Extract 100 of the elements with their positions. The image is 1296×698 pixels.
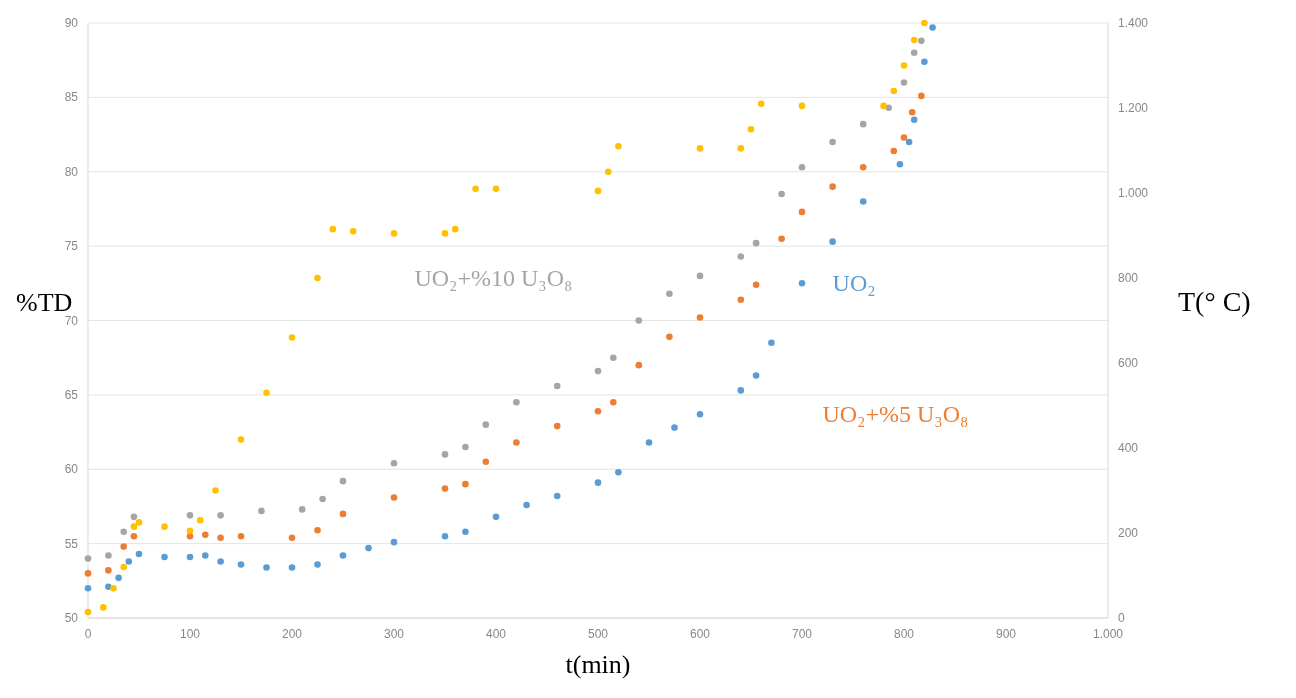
y2-axis-title: T(° C) bbox=[1178, 285, 1251, 317]
point bbox=[553, 382, 561, 390]
x-tick-label: 900 bbox=[995, 627, 1017, 641]
point bbox=[798, 280, 806, 287]
point bbox=[390, 538, 398, 546]
point bbox=[120, 543, 127, 550]
point bbox=[258, 507, 265, 515]
point bbox=[329, 225, 337, 233]
point bbox=[900, 62, 908, 69]
point bbox=[441, 230, 449, 237]
point bbox=[737, 387, 745, 394]
point bbox=[910, 116, 918, 123]
text: UO₂+%5 U₃O₈ bbox=[822, 400, 969, 427]
point bbox=[737, 145, 745, 152]
point bbox=[671, 424, 678, 431]
point bbox=[135, 550, 143, 558]
point bbox=[737, 296, 745, 303]
point bbox=[859, 163, 867, 171]
point bbox=[666, 333, 673, 341]
x-tick-label: 700 bbox=[791, 627, 813, 641]
y2-tick-label: 600 bbox=[1118, 356, 1139, 370]
point bbox=[135, 519, 143, 526]
point bbox=[829, 238, 836, 245]
point bbox=[905, 138, 913, 146]
x-tick-label: 600 bbox=[689, 627, 711, 641]
y-tick-label: 80 bbox=[64, 164, 79, 179]
point bbox=[84, 584, 92, 592]
point bbox=[594, 479, 602, 486]
point bbox=[604, 168, 612, 176]
y-tick-label: 75 bbox=[64, 239, 79, 254]
point bbox=[829, 183, 836, 190]
point bbox=[635, 361, 643, 369]
point bbox=[217, 534, 224, 541]
point bbox=[314, 274, 321, 282]
point bbox=[610, 354, 617, 361]
point bbox=[217, 558, 224, 565]
y-tick-label: 90 bbox=[64, 16, 79, 30]
y2-tick-label: 800 bbox=[1118, 271, 1139, 285]
point bbox=[752, 239, 760, 247]
y-tick-label: 55 bbox=[64, 536, 79, 551]
y-tick-label: 50 bbox=[64, 611, 79, 625]
x-tick-label: 0 bbox=[84, 627, 92, 641]
point bbox=[105, 552, 112, 559]
point bbox=[752, 281, 760, 289]
point bbox=[130, 513, 138, 521]
text: UO₂+%10 U₃O₈ bbox=[414, 265, 573, 292]
series-label: UO₂ bbox=[832, 269, 876, 296]
point bbox=[462, 528, 469, 536]
point bbox=[910, 49, 918, 57]
point bbox=[186, 512, 194, 519]
x-tick-label: 200 bbox=[281, 627, 303, 641]
y2-tick-label: 1.000 bbox=[1118, 186, 1149, 200]
x-tick-label: 100 bbox=[179, 627, 201, 641]
point bbox=[747, 125, 755, 133]
point bbox=[829, 138, 836, 146]
point bbox=[263, 564, 270, 571]
x-tick-label: 400 bbox=[485, 627, 507, 641]
point bbox=[798, 102, 806, 110]
point bbox=[615, 142, 622, 150]
point bbox=[752, 372, 760, 379]
point bbox=[125, 558, 133, 565]
point bbox=[768, 339, 775, 347]
point bbox=[635, 317, 643, 324]
point bbox=[339, 510, 347, 518]
point bbox=[451, 225, 459, 233]
point bbox=[645, 439, 653, 446]
point bbox=[696, 272, 704, 280]
point bbox=[696, 314, 704, 321]
point bbox=[615, 468, 622, 476]
point bbox=[84, 555, 92, 562]
point bbox=[298, 506, 306, 513]
point bbox=[84, 570, 92, 577]
point bbox=[314, 561, 321, 568]
point bbox=[757, 100, 765, 108]
point bbox=[212, 487, 219, 494]
point bbox=[890, 147, 898, 155]
point bbox=[696, 410, 704, 418]
point bbox=[462, 480, 469, 488]
point bbox=[365, 544, 372, 552]
point bbox=[288, 534, 296, 541]
y2-tick-label: 400 bbox=[1118, 441, 1139, 455]
point bbox=[666, 290, 673, 298]
point bbox=[441, 451, 449, 458]
point bbox=[594, 407, 602, 415]
point bbox=[314, 526, 321, 534]
point bbox=[918, 92, 925, 100]
point bbox=[237, 436, 245, 443]
point bbox=[130, 523, 138, 530]
point bbox=[921, 19, 928, 27]
point bbox=[130, 532, 138, 540]
y-tick-label: 65 bbox=[64, 387, 79, 402]
point bbox=[918, 37, 925, 45]
point bbox=[798, 208, 806, 216]
point bbox=[84, 608, 92, 616]
y2-tick-label: 1.400 bbox=[1118, 16, 1149, 30]
point bbox=[115, 574, 122, 582]
point bbox=[120, 563, 127, 571]
point bbox=[349, 227, 357, 235]
point bbox=[319, 495, 326, 503]
point bbox=[594, 367, 602, 375]
